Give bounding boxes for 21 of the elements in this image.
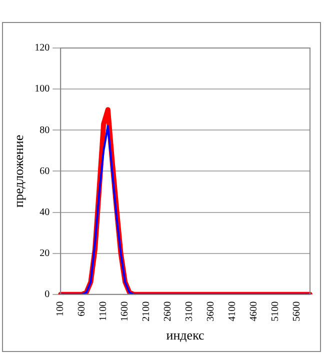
x-tick-label: 3100 [184,301,196,322]
y-tick-label: 0 [44,289,50,300]
y-tick-label: 120 [34,42,50,54]
x-tick-label: 4600 [248,301,260,322]
x-tick-label: 5100 [270,301,282,322]
x-tick-label: 4100 [227,301,238,322]
x-tick-label: 1600 [120,301,131,322]
x-tick-label: 5600 [292,301,303,322]
y-tick-label: 100 [34,84,50,95]
y-tick-label: 60 [40,166,50,177]
y-tick-label: 40 [40,206,50,218]
x-tick-label: 100 [55,301,66,316]
x-axis-title: индекс [166,328,205,343]
y-tick-label: 20 [40,248,50,259]
y-tick-label: 80 [40,124,50,136]
x-tick-label: 3600 [206,301,217,322]
x-tick-label: 600 [76,301,88,316]
x-tick-label: 1100 [98,301,110,322]
x-tick-label: 2600 [162,301,174,322]
y-axis-title: предложение [11,134,26,208]
x-tick-label: 2100 [141,301,152,322]
